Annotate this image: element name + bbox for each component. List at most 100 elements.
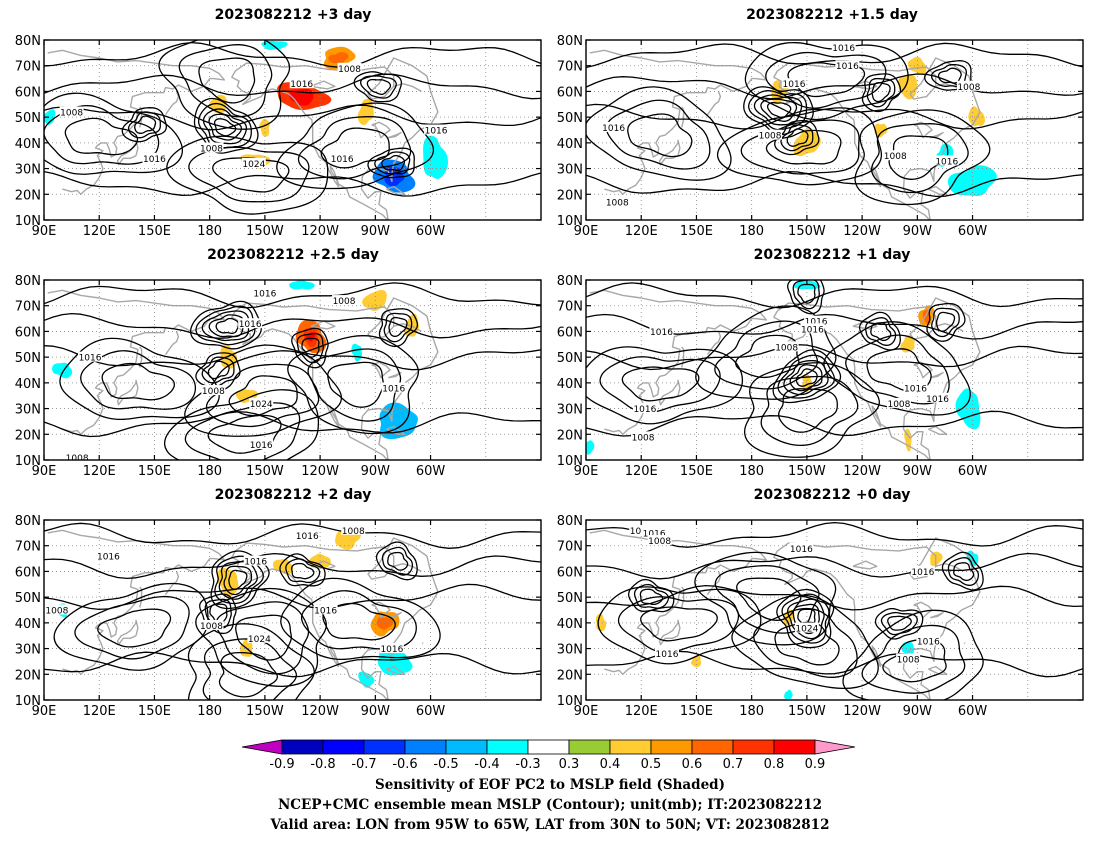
pressure-contour <box>597 586 762 665</box>
sensitivity-shade <box>44 109 56 125</box>
contour-label-bg <box>916 635 941 646</box>
pressure-contour <box>215 317 240 334</box>
contour-label-bg <box>295 529 320 540</box>
sensitivity-shade <box>328 52 349 64</box>
pressure-contour <box>228 375 298 417</box>
lat-tick-label: 50N <box>15 591 41 606</box>
pressure-contour <box>765 51 887 109</box>
lat-tick-label: 20N <box>15 428 41 443</box>
pressure-contour <box>605 99 711 170</box>
caption-line-3: Valid area: LON from 95W to 65W, LAT fro… <box>270 817 830 833</box>
pressure-contour <box>586 410 1083 437</box>
contour-label: 1008 <box>60 109 83 119</box>
contour-label: 1024 <box>248 635 271 645</box>
contour-label-bg <box>886 397 911 408</box>
contour-label-bg <box>199 142 224 153</box>
pressure-contour <box>201 310 250 342</box>
contour-label: 1016 <box>382 385 405 395</box>
pressure-contour <box>235 614 292 661</box>
contour-label: 1008 <box>957 83 980 93</box>
lat-tick-label: 50N <box>15 351 41 366</box>
contour-label-bg <box>758 129 783 140</box>
contour-label: 1016 <box>832 44 855 54</box>
contour-label-bg <box>201 385 226 396</box>
pressure-contour <box>777 354 836 399</box>
pressure-contour <box>44 41 541 68</box>
sensitivity-shade <box>784 689 793 700</box>
pressure-contour <box>300 590 417 650</box>
pressure-contour <box>207 360 230 380</box>
contour-label-bg <box>379 643 404 654</box>
coastline <box>773 537 981 700</box>
lon-tick-label: 150W <box>246 704 284 719</box>
contour-label-bg <box>78 351 103 362</box>
contour-label-bg <box>605 196 630 207</box>
contour-label: 1016 <box>79 354 102 364</box>
pressure-contour <box>44 411 541 438</box>
coastline <box>963 642 966 645</box>
map-plot: 10161016101610081016100810161016100810N2… <box>557 274 1084 479</box>
pressure-contour <box>166 135 329 215</box>
colorbar-label: 0.9 <box>805 757 826 772</box>
pressure-contour <box>621 366 700 402</box>
caption-line-2: NCEP+CMC ensemble mean MSLP (Contour); u… <box>277 797 823 813</box>
pressure-contour <box>617 596 740 654</box>
contour-label-bg <box>804 315 829 326</box>
contour-label: 1016 <box>630 527 653 537</box>
coastline <box>928 425 948 435</box>
coastline <box>386 665 406 675</box>
sensitivity-shade <box>874 123 888 138</box>
sensitivity-shade <box>793 128 821 157</box>
contour-label-bg <box>883 150 908 161</box>
colorbar-label: 0.6 <box>682 757 703 772</box>
lat-tick-label: 80N <box>15 274 41 289</box>
contour-label-bg <box>241 157 266 168</box>
contour-label: 1016 <box>244 558 267 568</box>
contour-label: 1016 <box>250 441 273 451</box>
colorbar-label: -0.3 <box>515 757 540 772</box>
coastline <box>164 331 180 356</box>
contour-label: 1016 <box>296 532 319 542</box>
pressure-contour <box>97 608 172 648</box>
coastline <box>963 162 966 165</box>
contour-label-bg <box>330 152 355 163</box>
map-panel: 2023082212 +1.5 day 1016 1016 1016 1016 1008… <box>542 0 1092 245</box>
contour-label: 1008 <box>632 433 655 443</box>
pressure-contour <box>694 551 837 646</box>
pressure-contour <box>780 124 814 152</box>
pressure-contour <box>208 113 243 141</box>
lat-tick-label: 40N <box>557 137 583 152</box>
lon-tick-label: 120E <box>625 704 658 719</box>
pressure-contour <box>748 90 808 131</box>
panel-title: 2023082212 +0 day <box>753 487 911 503</box>
pressure-contour <box>640 606 718 642</box>
contour-label: 1016 <box>239 320 262 330</box>
lon-tick-label: 120E <box>83 464 116 479</box>
pressure-contour <box>937 67 962 84</box>
sensitivity-shade <box>293 92 310 101</box>
coastline <box>421 642 424 645</box>
pressure-contour <box>880 611 918 636</box>
lon-tick-label: 90W <box>903 464 933 479</box>
pressure-contour <box>743 86 814 136</box>
lon-tick-label: 150E <box>138 464 171 479</box>
colorbar-segment <box>404 739 447 755</box>
contour-label: 1008 <box>887 400 910 410</box>
lon-tick-label: 150W <box>246 224 284 239</box>
pressure-contour <box>322 602 396 641</box>
colorbar-segment <box>609 739 652 755</box>
pressure-contour <box>228 569 248 590</box>
lat-tick-label: 80N <box>557 274 583 289</box>
coastline <box>963 402 966 405</box>
contour-label: 1024 <box>250 400 273 410</box>
sensitivity-shade <box>586 440 595 455</box>
lat-tick-label: 50N <box>557 111 583 126</box>
coastline <box>310 320 336 330</box>
contour-label-bg <box>601 121 626 132</box>
contour-label: 1008 <box>202 387 225 397</box>
contour-label: 1016 <box>917 637 940 647</box>
pressure-contour <box>772 349 842 404</box>
contour-label-bg <box>654 648 679 659</box>
lat-tick-label: 30N <box>557 403 583 418</box>
contour-label: 1016 <box>425 127 448 137</box>
